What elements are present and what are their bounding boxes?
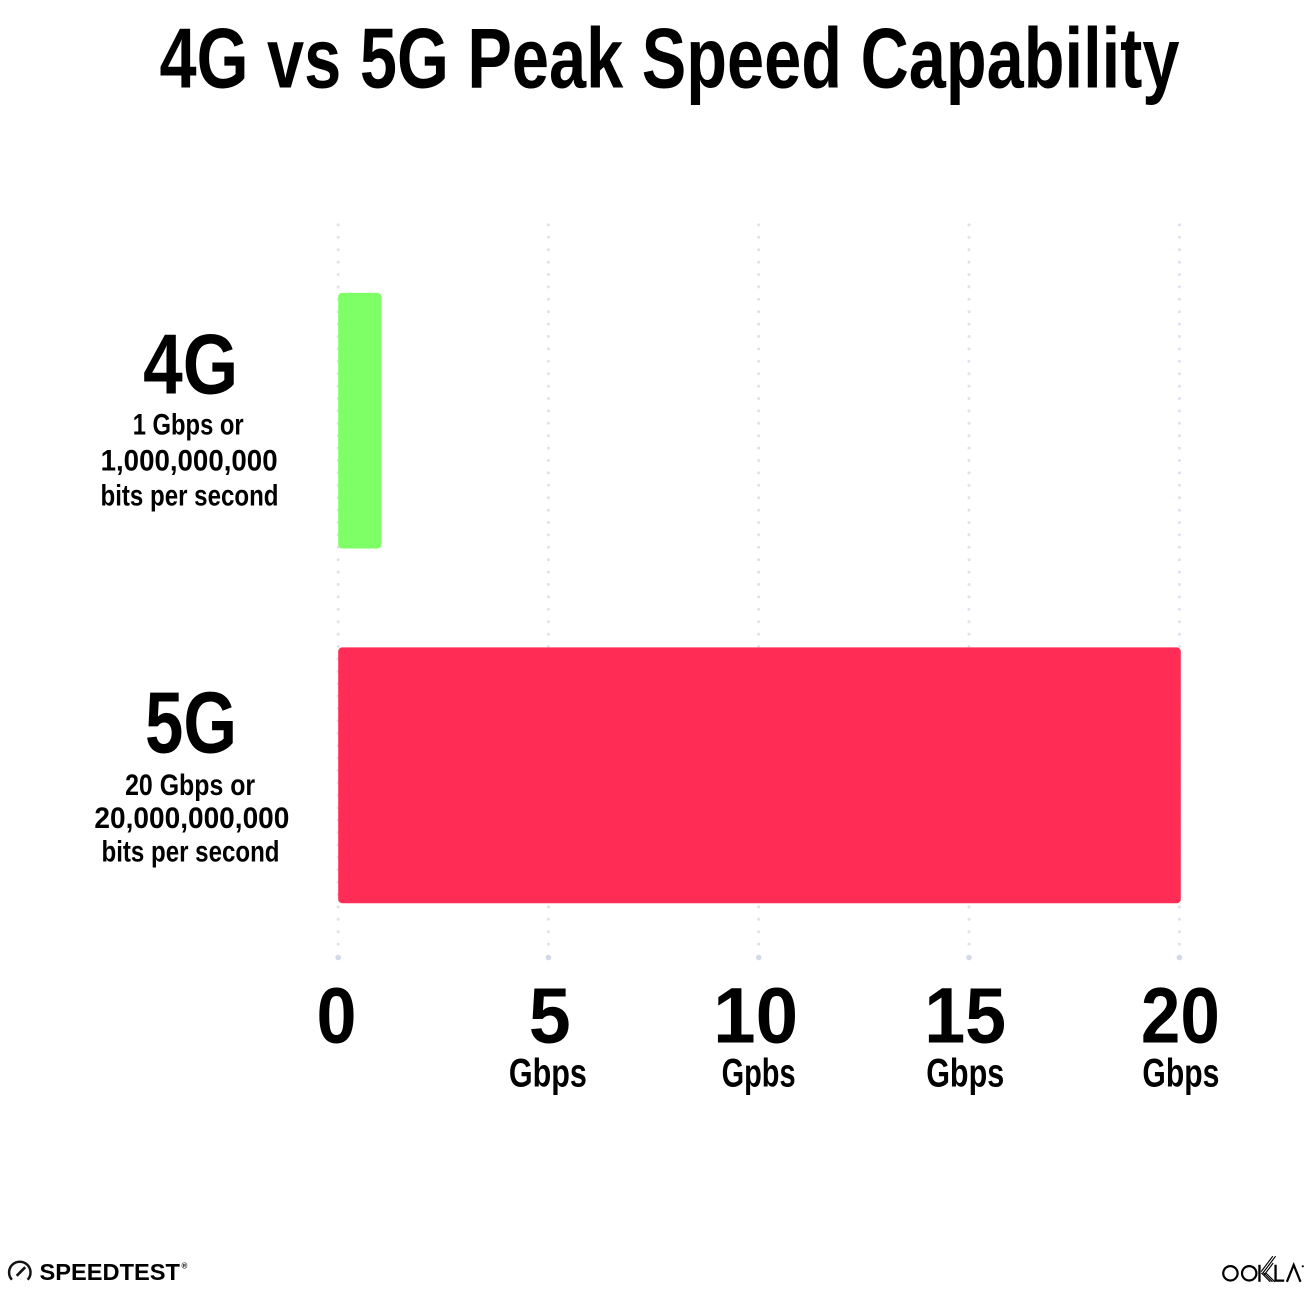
svg-text:20: 20 [1141,971,1220,1060]
svg-text:bits per second: bits per second [102,836,280,869]
svg-text:Gbps: Gbps [509,1052,587,1096]
svg-text:20 Gbps or: 20 Gbps or [125,769,255,802]
svg-text:Gbps: Gbps [1142,1052,1219,1096]
svg-text:1 Gbps or: 1 Gbps or [133,409,244,442]
svg-text:bits per second: bits per second [101,479,279,512]
svg-text:20,000,000,000: 20,000,000,000 [94,802,289,835]
svg-text:Gpbs: Gpbs [722,1052,796,1096]
svg-text:5: 5 [529,971,571,1060]
svg-text:4G: 4G [143,317,238,412]
svg-text:Gbps: Gbps [926,1052,1004,1096]
svg-text:0: 0 [317,971,357,1060]
svg-text:15: 15 [924,971,1006,1060]
svg-text:5G: 5G [145,675,237,772]
svg-text:10: 10 [713,971,798,1060]
svg-text:4G vs 5G Peak Speed Capability: 4G vs 5G Peak Speed Capability [160,12,1180,107]
svg-text:1,000,000,000: 1,000,000,000 [101,445,278,478]
svg-text:®: ® [182,1262,188,1271]
svg-text:SPEEDTEST: SPEEDTEST [40,1259,180,1285]
